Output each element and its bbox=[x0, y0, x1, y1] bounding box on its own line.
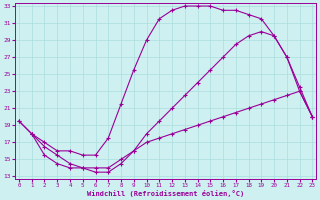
X-axis label: Windchill (Refroidissement éolien,°C): Windchill (Refroidissement éolien,°C) bbox=[87, 190, 244, 197]
